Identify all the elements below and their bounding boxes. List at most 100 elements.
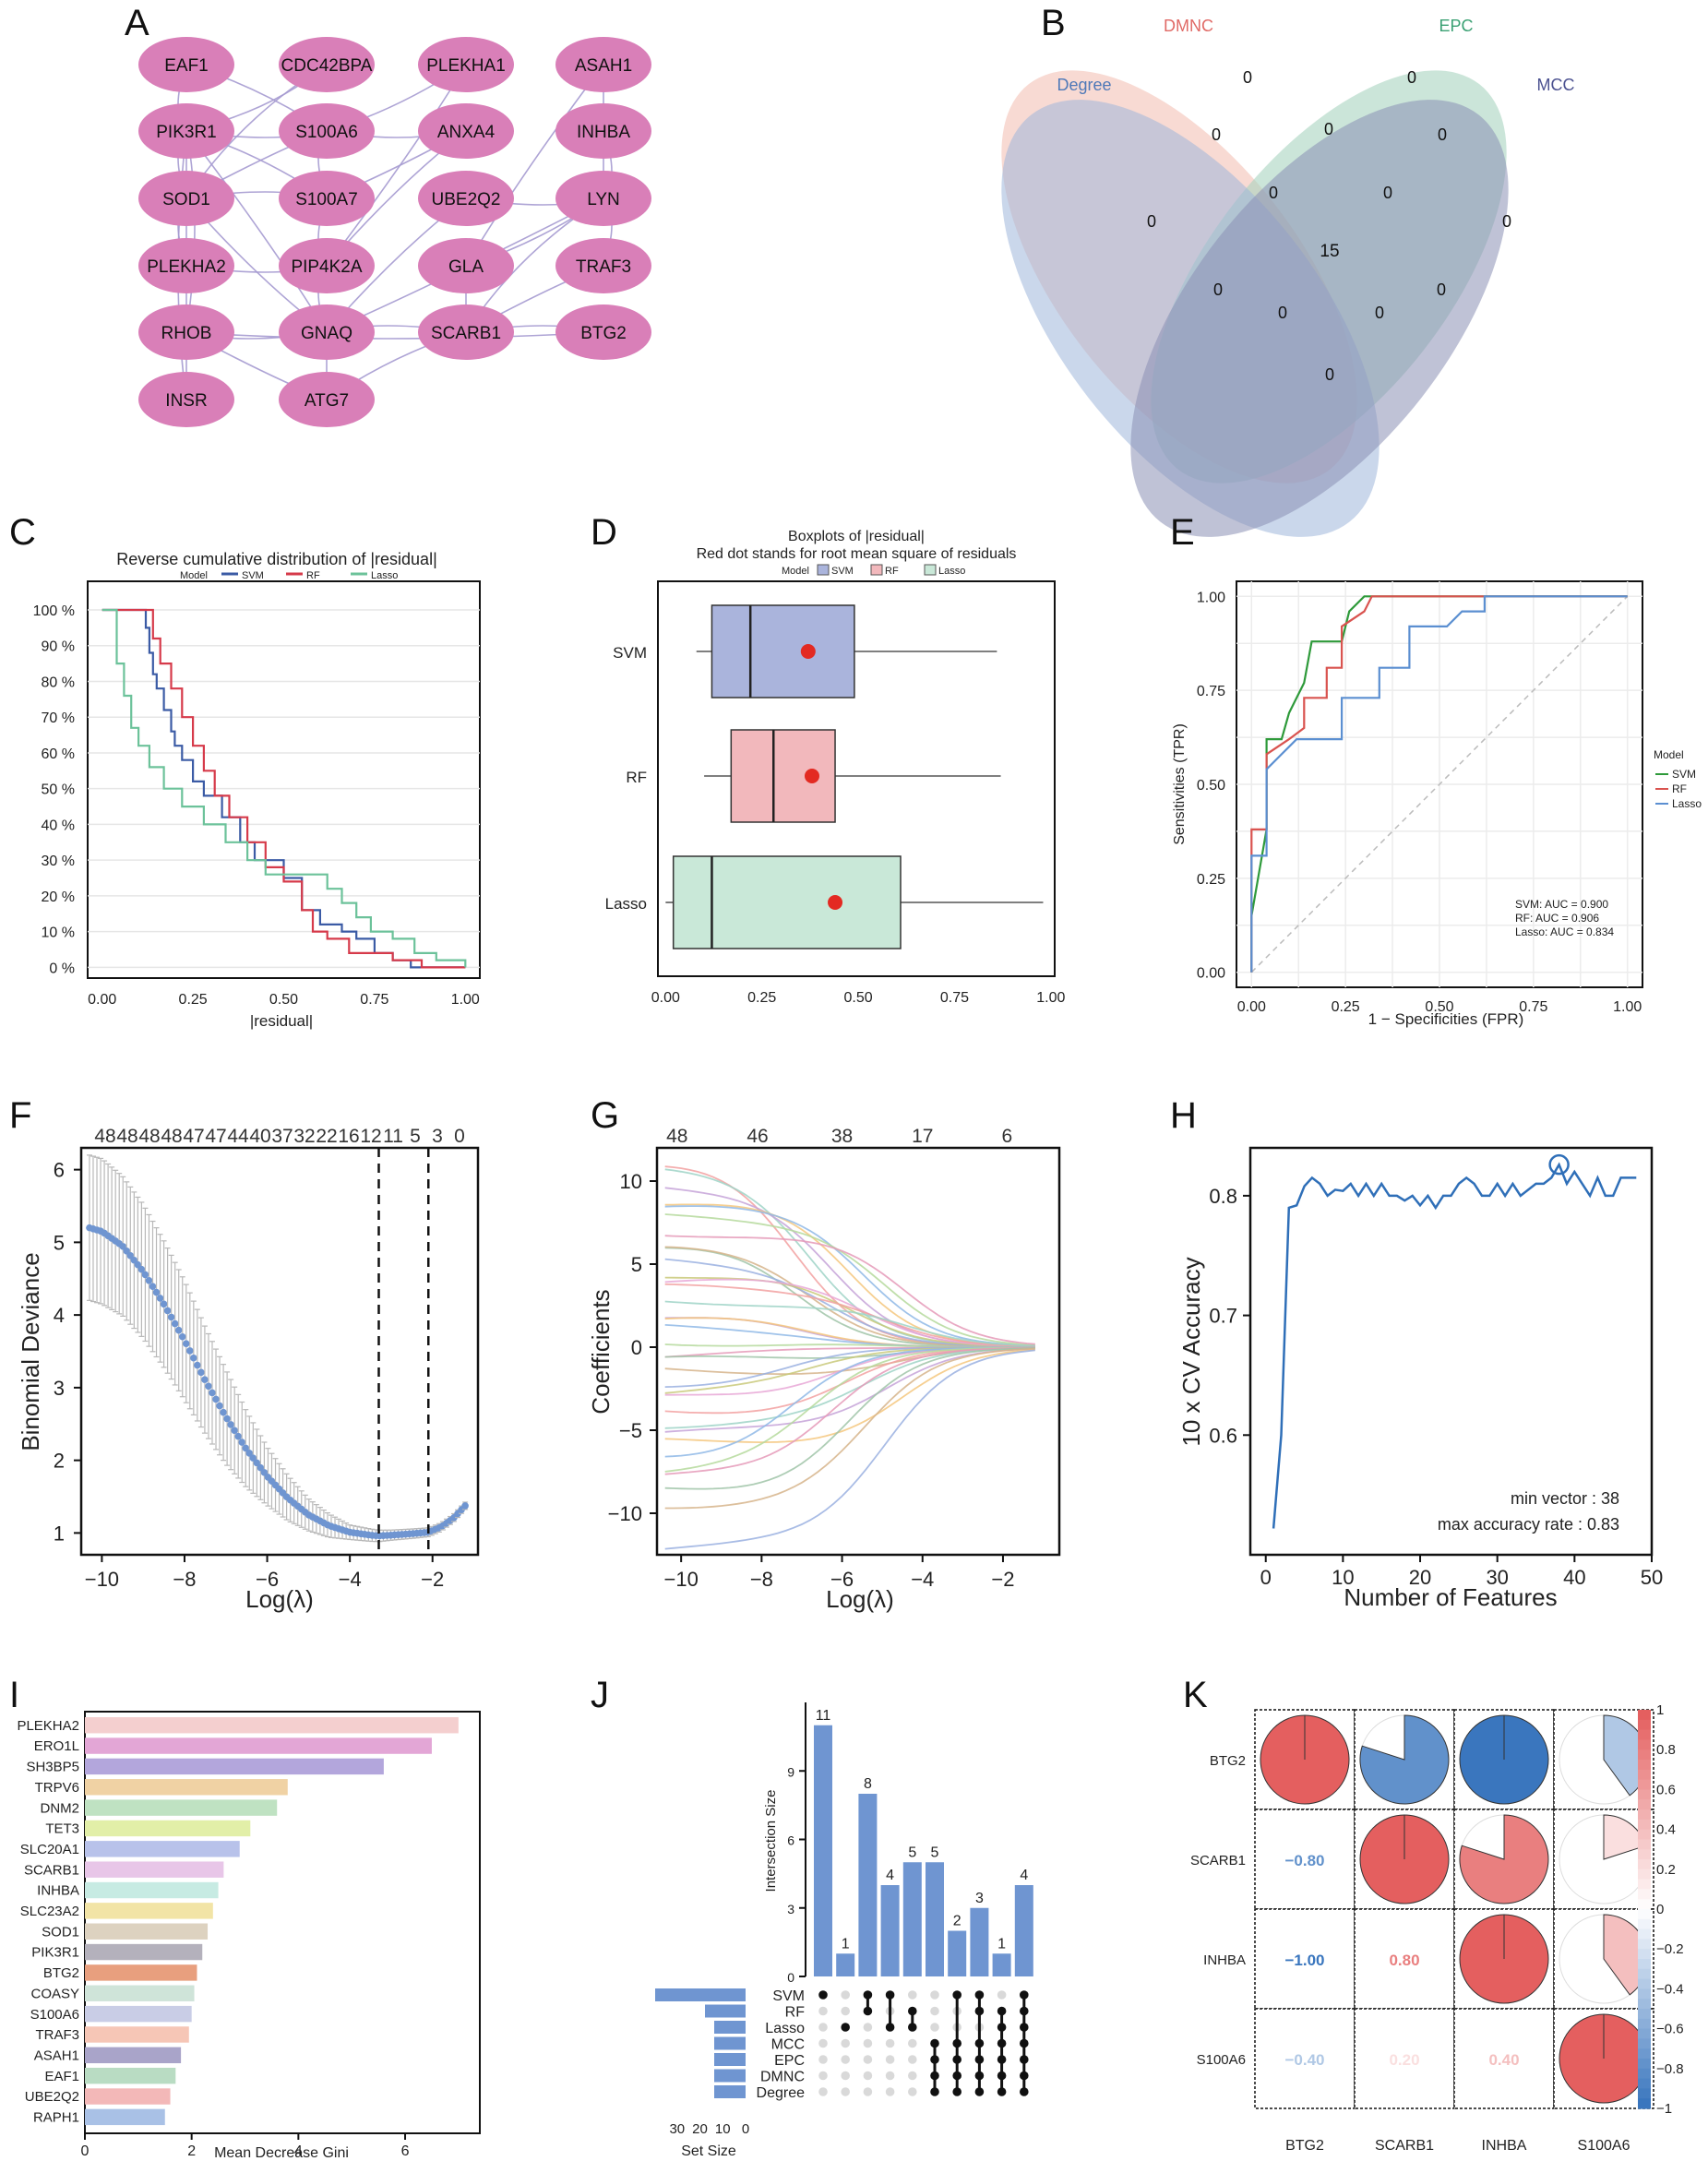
- x-tick-label: 0.00: [88, 992, 116, 1008]
- auc-annotation: RF: AUC = 0.906: [1515, 912, 1599, 925]
- colorbar-segment: [1638, 1710, 1651, 1721]
- intersection-count-label: 3: [975, 1891, 984, 1906]
- matrix-dot: [863, 2055, 873, 2064]
- best-point-marker: [1548, 1153, 1570, 1176]
- colorbar-tick-label: 0.4: [1656, 1822, 1676, 1838]
- y-tick-label: 0 %: [49, 961, 75, 976]
- colorbar-tick-label: −0.2: [1656, 1941, 1684, 1957]
- top-axis-label: 48: [116, 1126, 137, 1147]
- set-size-bar: [714, 2085, 746, 2098]
- colorbar-segment: [1638, 1849, 1651, 1860]
- set-size-tick: 20: [692, 2121, 708, 2137]
- matrix-dot: [908, 2071, 917, 2081]
- network-node: [138, 103, 234, 159]
- matrix-dot: [841, 2038, 850, 2048]
- deviance-point: [227, 1421, 234, 1428]
- corr-pie: [1459, 1814, 1549, 1904]
- chart-title: Boxplots of |residual|: [788, 529, 925, 544]
- y-tick-label: 5: [631, 1253, 642, 1276]
- y-tick-label: −5: [619, 1419, 642, 1442]
- legend-label: SVM: [1672, 768, 1696, 781]
- legend-label: SVM: [831, 566, 854, 577]
- auc-annotation: Lasso: AUC = 0.834: [1515, 925, 1614, 938]
- venn-region-count: 0: [1324, 120, 1333, 138]
- top-axis-label: 0: [454, 1126, 465, 1147]
- colorbar-segment: [1638, 1968, 1651, 1980]
- network-node-label: BTG2: [580, 324, 627, 343]
- venn-region-count: 0: [1269, 184, 1278, 202]
- top-axis-label: 48: [666, 1126, 687, 1147]
- bar-category-label: ERO1L: [34, 1738, 79, 1754]
- plot-frame: [87, 580, 481, 979]
- gini-bar: [85, 1964, 197, 1981]
- set-name-label: MCC: [771, 2037, 805, 2053]
- coefficient-path: [664, 1283, 1035, 1347]
- intersection-bar: [970, 1907, 989, 1976]
- x-tick-label: 0.25: [179, 992, 208, 1008]
- matrix-dot: [841, 2071, 850, 2081]
- intersection-bar: [926, 1862, 944, 1976]
- x-tick-label: 0.25: [747, 990, 776, 1006]
- y-axis-label: Intersection Size: [763, 1790, 779, 1892]
- colorbar-segment: [1638, 1769, 1651, 1781]
- network-node-label: UBE2Q2: [432, 190, 501, 209]
- x-tick-label: 0.25: [1332, 999, 1360, 1015]
- deviance-point: [223, 1415, 231, 1423]
- x-tick-label: 20: [1409, 1566, 1431, 1589]
- legend-swatch: [817, 564, 830, 576]
- x-tick-label: −10: [85, 1568, 119, 1591]
- y-tick-label: 4: [54, 1304, 65, 1327]
- set-size-tick: 30: [669, 2121, 685, 2137]
- venn-label-mcc: MCC: [1537, 76, 1575, 94]
- deviance-point: [238, 1439, 246, 1446]
- x-tick-label: 2: [187, 2143, 196, 2159]
- chart-subtitle: Red dot stands for root mean square of r…: [697, 546, 1017, 562]
- annotation-max-accuracy: max accuracy rate : 0.83: [1438, 1515, 1619, 1534]
- intersection-bar: [814, 1725, 832, 1976]
- coefficient-path: [664, 1346, 1035, 1473]
- set-name-label: Lasso: [765, 2021, 805, 2036]
- matrix-dot: [863, 2087, 873, 2096]
- legend-label: Lasso: [371, 570, 398, 581]
- colorbar-segment: [1638, 1839, 1651, 1850]
- network-node: [138, 171, 234, 226]
- network-node: [418, 238, 514, 293]
- x-tick-label: 30: [1486, 1566, 1508, 1589]
- panel-b-venn: DMNC EPC Degree MCC 0 0 0 0 0 0 0 0 15 0 0 0 0 0 0: [1001, 17, 1575, 537]
- colorbar-tick-label: −0.6: [1656, 2022, 1684, 2037]
- venn-region-count: 0: [1212, 125, 1221, 144]
- gini-bar: [85, 1779, 288, 1796]
- network-node: [138, 304, 234, 360]
- network-node: [555, 304, 651, 360]
- column-variable-label: SCARB1: [1375, 2138, 1434, 2154]
- top-axis-label: 11: [383, 1126, 403, 1147]
- corr-value-label: 0.80: [1389, 1952, 1419, 1969]
- panel-label-f: F: [9, 1095, 31, 1136]
- colorbar-segment: [1638, 2038, 1651, 2049]
- panel-a-network: EAF1 CDC42BPA PLEKHA1 ASAH1 PIK3R1 S100A6 ANXA…: [138, 37, 651, 427]
- deviance-point: [163, 1307, 172, 1315]
- coefficient-path: [664, 1347, 1035, 1510]
- coefficient-path: [664, 1346, 1035, 1429]
- matrix-dot: [885, 2038, 895, 2048]
- matrix-dot: [930, 2006, 939, 2016]
- colorbar-tick-label: 0.6: [1656, 1782, 1676, 1797]
- top-axis-label: 32: [293, 1126, 315, 1147]
- top-axis-label: 46: [747, 1126, 768, 1147]
- venn-region-count: 0: [1407, 68, 1416, 87]
- coefficient-path: [664, 1213, 1035, 1346]
- x-tick-label: −8: [173, 1568, 196, 1591]
- deviance-point: [174, 1326, 183, 1334]
- y-tick-label: 1.00: [1197, 590, 1225, 605]
- annotation-min-vector: min vector : 38: [1511, 1489, 1619, 1508]
- network-node: [418, 37, 514, 92]
- y-tick-label: 0.25: [1197, 872, 1225, 888]
- colorbar-segment: [1638, 1899, 1651, 1910]
- network-node-label: PIK3R1: [156, 123, 216, 142]
- y-tick-label: 40 %: [42, 818, 75, 833]
- colorbar-segment: [1638, 1809, 1651, 1821]
- colorbar-segment: [1638, 1819, 1651, 1831]
- network-node-label: PLEKHA2: [147, 257, 226, 277]
- network-node: [279, 304, 375, 360]
- deviance-point: [201, 1376, 209, 1383]
